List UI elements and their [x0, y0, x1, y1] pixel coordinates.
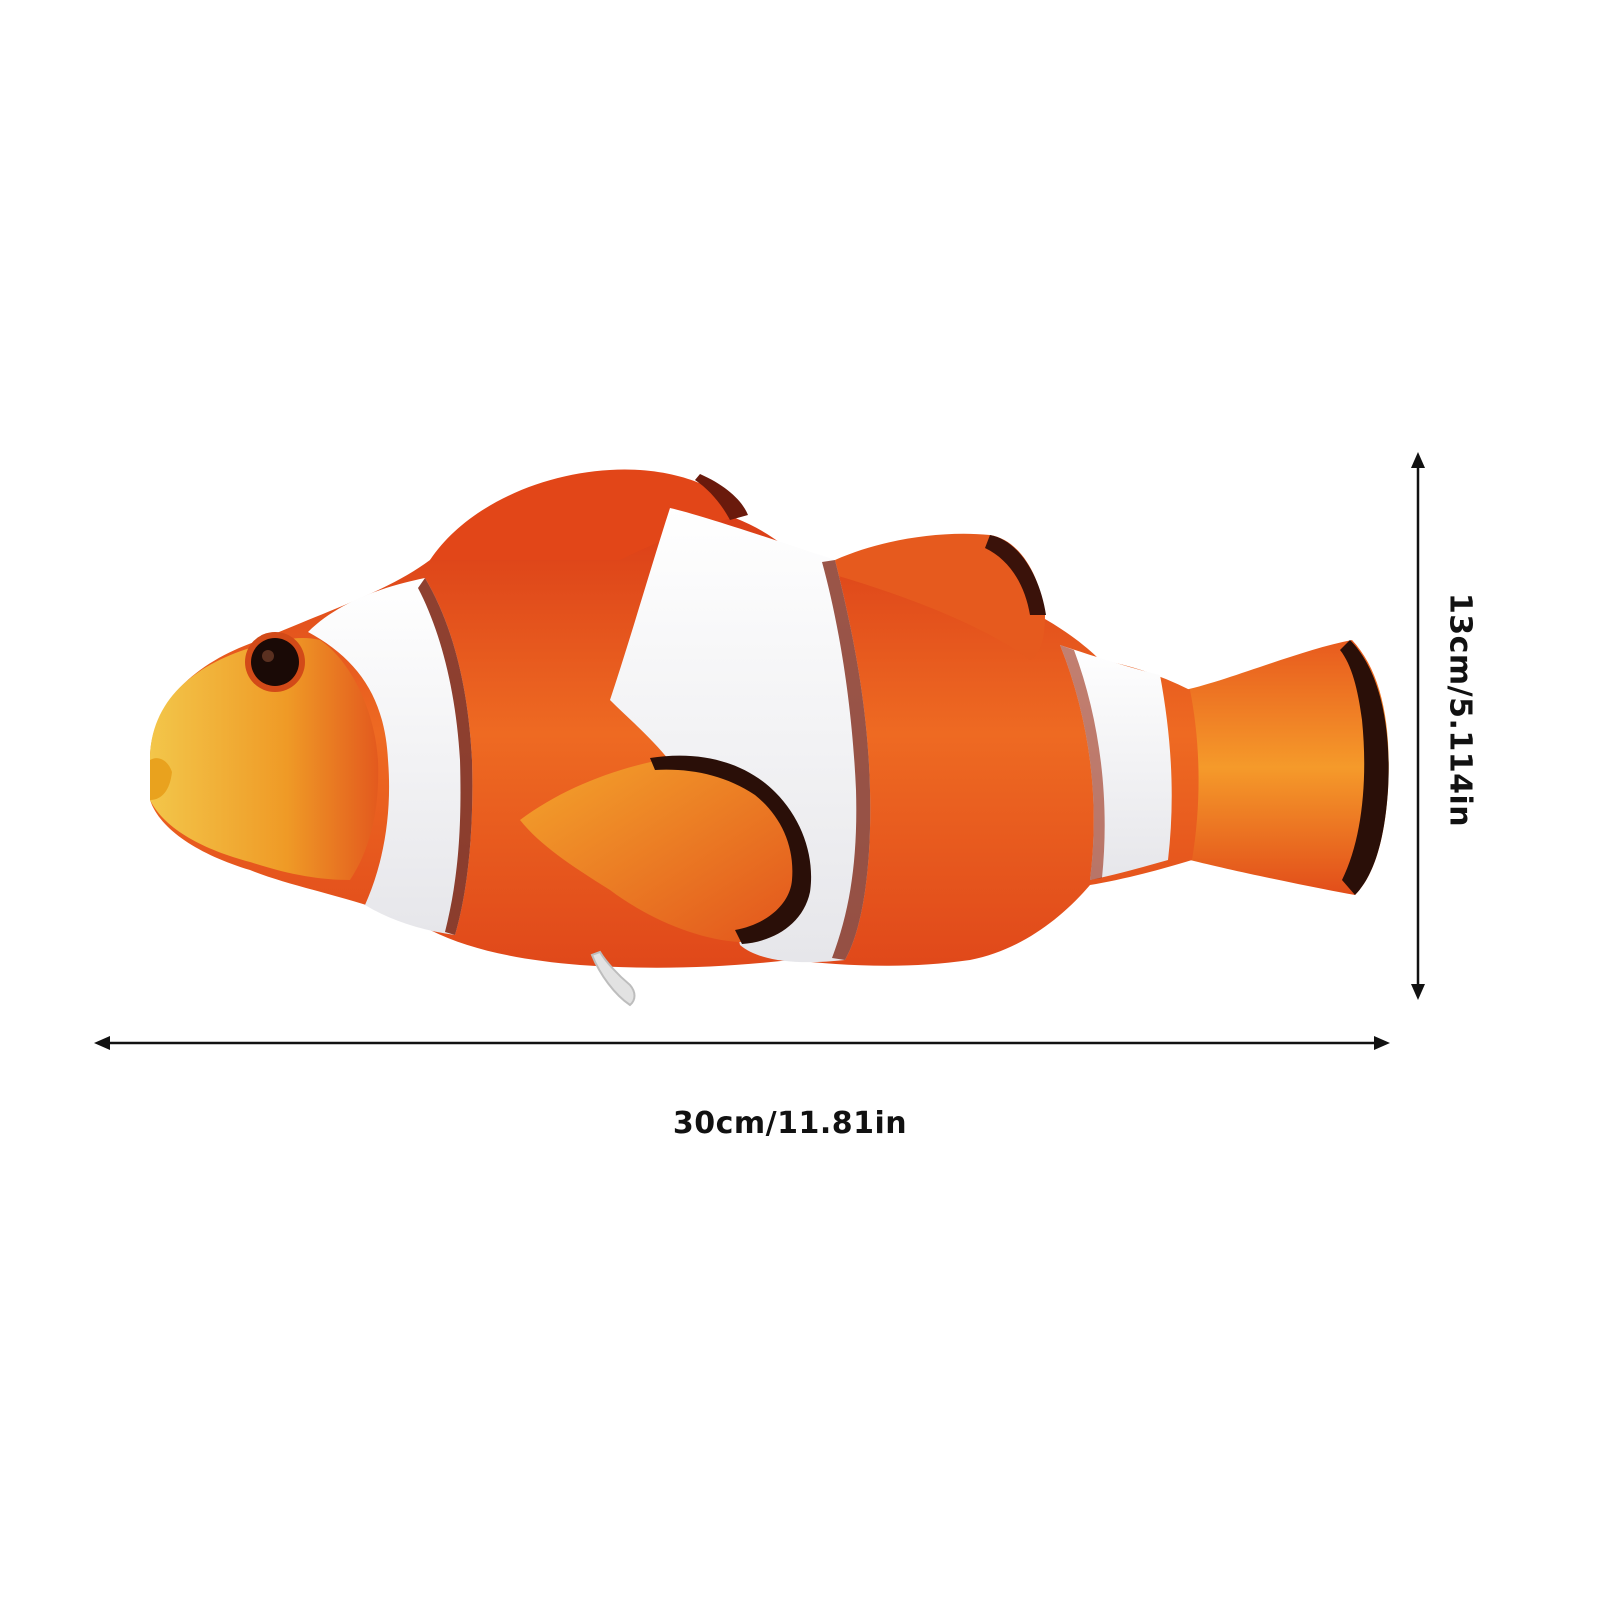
height-dimension-label: 13cm/5.114in: [1442, 592, 1478, 828]
zipper-tag: [590, 950, 636, 1007]
dorsal-fin: [430, 469, 1046, 660]
white-stripe-tail: [1060, 645, 1172, 880]
width-arrow: [94, 1036, 1390, 1050]
white-stripe-head: [308, 578, 473, 935]
width-dimension-label: 30cm/11.81in: [672, 1106, 908, 1141]
pectoral-fin: [520, 755, 812, 944]
fish-eye-icon: [245, 632, 305, 692]
fish-head: [150, 637, 379, 880]
height-arrow: [1411, 452, 1425, 1000]
tail-fin: [1185, 640, 1389, 895]
